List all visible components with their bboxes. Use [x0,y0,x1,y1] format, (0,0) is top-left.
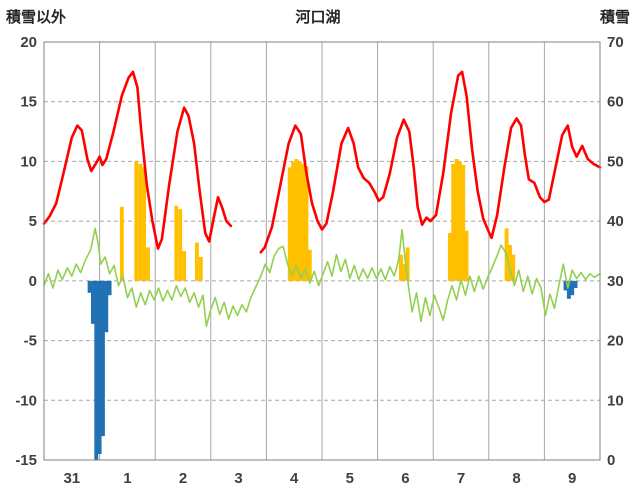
orange-bars [307,249,312,281]
left-axis-tick-label: 15 [20,94,37,111]
orange-bars [198,256,203,281]
orange-bars [146,247,150,281]
orange-bars [457,161,462,281]
orange-bars [178,209,183,281]
blue-bars [107,280,112,296]
chart-title: 河口湖 [295,9,341,26]
orange-bars [174,205,179,281]
orange-bars [461,165,466,281]
red-line [259,70,602,254]
right-axis-tick-label: 20 [607,333,624,350]
x-axis-tick-label: 7 [457,470,465,487]
orange-bars [291,161,296,281]
orange-bars [194,242,199,281]
left-axis-tick-label: -5 [24,333,37,350]
orange-bars [464,230,469,281]
blue-bars [90,280,95,324]
x-axis-tick-label: 4 [290,470,299,487]
left-axis-title: 積雪以外 [6,9,67,26]
orange-bars [119,206,124,281]
right-axis-tick-label: 60 [607,94,624,111]
right-axis-title: 積雪 [599,9,630,26]
x-axis-tick-label: 2 [179,470,187,487]
orange-bars [138,163,143,281]
x-axis-tick-label: 3 [234,470,242,487]
left-axis-tick-label: 5 [29,213,37,230]
right-axis-tick-label: 30 [607,273,624,290]
green-line [43,227,601,328]
blue-bars [94,280,99,460]
left-axis-tick-label: 10 [20,153,37,170]
x-axis-tick-label: 31 [63,470,80,487]
blue-bars [104,280,109,333]
orange-bars [399,254,403,281]
right-axis-tick-label: 10 [607,392,624,409]
orange-bars [287,167,292,281]
x-axis-tick-label: 8 [512,470,520,487]
red-line [42,70,233,250]
orange-bars [294,159,299,281]
blue-bars [87,280,92,293]
x-axis-tick-label: 1 [123,470,131,487]
right-axis-tick-label: 70 [607,34,624,51]
orange-bars [447,233,452,281]
orange-bars [507,245,512,281]
left-axis-tick-label: -15 [15,452,37,469]
blue-bars [97,280,102,455]
left-axis-tick-label: 20 [20,34,37,51]
left-axis-tick-label: -10 [15,392,37,409]
blue-bars [100,280,105,437]
orange-bars [454,159,459,281]
orange-bars [304,166,309,281]
blue-bars [570,280,575,296]
blue-bars [573,280,578,289]
orange-bars [142,167,147,281]
right-axis-tick-label: 50 [607,153,624,170]
right-axis-tick-label: 0 [607,452,615,469]
orange-bars [511,254,516,281]
plot-border [43,41,601,461]
orange-bars [451,163,456,281]
orange-bars [134,161,139,281]
x-axis-tick-label: 5 [346,470,354,487]
left-axis-tick-label: 0 [29,273,37,290]
blue-bars [566,280,571,299]
orange-bars [402,264,407,281]
x-axis-tick-label: 6 [401,470,409,487]
orange-bars [182,251,187,281]
orange-bars [301,163,306,281]
right-axis-tick-label: 40 [607,213,624,230]
x-axis-tick-label: 9 [568,470,576,487]
orange-bars [405,247,410,281]
blue-bars [563,280,568,291]
orange-bars [297,161,302,281]
